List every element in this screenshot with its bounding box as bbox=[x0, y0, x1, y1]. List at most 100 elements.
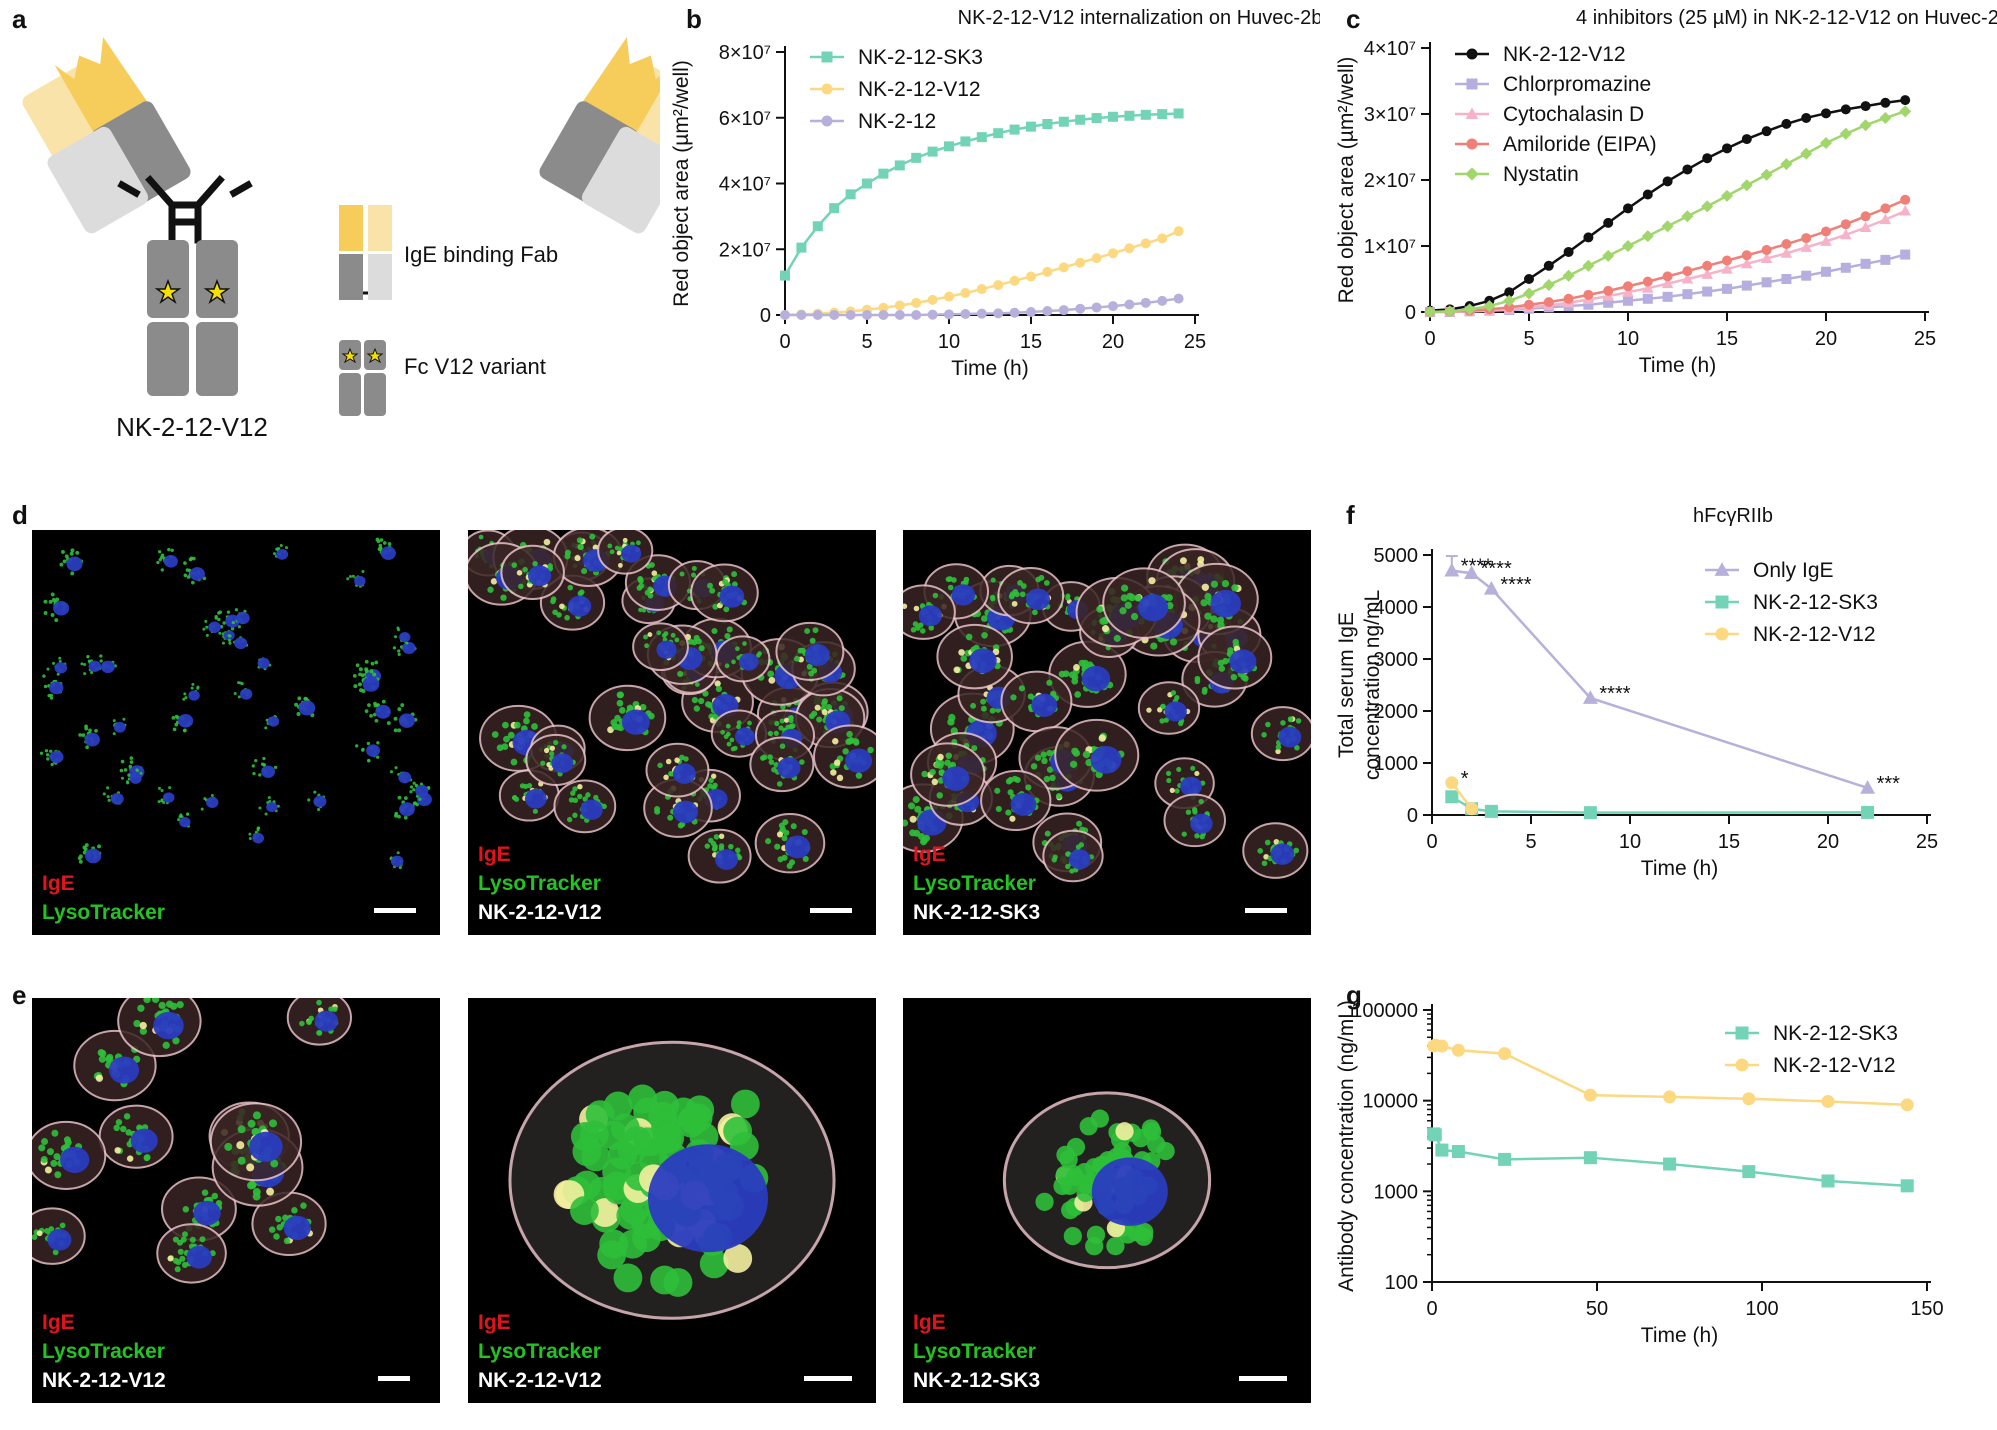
micrograph-e1: IgE LysoTracker NK-2-12-V12 bbox=[32, 998, 440, 1403]
data-point bbox=[1859, 119, 1872, 132]
data-point bbox=[1435, 1143, 1449, 1157]
significance-annotation: **** bbox=[1481, 558, 1512, 580]
data-point bbox=[894, 300, 905, 311]
data-point bbox=[1821, 108, 1831, 119]
data-point bbox=[1603, 297, 1614, 308]
data-point bbox=[1562, 269, 1575, 282]
micrograph-label: IgE LysoTracker bbox=[42, 872, 165, 924]
data-point bbox=[1761, 244, 1772, 255]
data-point bbox=[1742, 1165, 1756, 1179]
data-point bbox=[1682, 266, 1693, 277]
legend-marker bbox=[1466, 138, 1478, 150]
fc-ch3-right bbox=[196, 322, 238, 396]
data-point bbox=[1582, 259, 1595, 272]
panel-letter-a: a bbox=[12, 4, 27, 34]
legend-label: NK-2-12-SK3 bbox=[1753, 591, 1878, 614]
data-point bbox=[1042, 266, 1053, 277]
legend-marker bbox=[1465, 167, 1479, 181]
legend-entry: Amiloride (EIPA) bbox=[1455, 133, 1657, 156]
cell bbox=[903, 584, 956, 640]
data-point bbox=[878, 302, 889, 313]
legend-fc-ch3-left bbox=[339, 373, 361, 416]
data-point bbox=[1781, 274, 1792, 284]
legend-entry: Chlorpromazine bbox=[1455, 73, 1651, 96]
data-point bbox=[1662, 291, 1673, 302]
data-point bbox=[1801, 270, 1812, 281]
legend-entry: NK-2-12 bbox=[810, 110, 936, 133]
data-point bbox=[1042, 306, 1053, 317]
data-point bbox=[1840, 262, 1851, 273]
data-point bbox=[1661, 277, 1674, 289]
cell bbox=[258, 796, 280, 816]
x-axis-label: Time (h) bbox=[1639, 354, 1716, 377]
chart-g-antibody-pk: 0 50 100 150 100 1000 10000 100000 Time (h) Antib… bbox=[1335, 1000, 1944, 1347]
legend-label: NK-2-12-V12 bbox=[858, 78, 981, 101]
cell bbox=[1000, 670, 1073, 733]
data-point bbox=[1839, 127, 1852, 140]
cell bbox=[597, 530, 654, 575]
data-point bbox=[1781, 118, 1792, 129]
cell bbox=[394, 795, 415, 820]
data-point bbox=[1108, 111, 1118, 122]
data-point bbox=[1879, 111, 1892, 124]
chart-title: NK-2-12-V12 internalization on Huvec-2b bbox=[958, 7, 1320, 29]
panel-letter-d: d bbox=[12, 500, 28, 530]
panel-letter-b: b bbox=[686, 4, 702, 34]
legend-fab-light-variable bbox=[368, 205, 392, 251]
data-point bbox=[1464, 565, 1480, 580]
data-point bbox=[878, 310, 889, 320]
data-point bbox=[1075, 114, 1086, 125]
data-point bbox=[1026, 307, 1036, 318]
legend-marker bbox=[1735, 1026, 1749, 1040]
micrograph-label: IgE LysoTracker NK-2-12-V12 bbox=[478, 843, 602, 924]
x-tick-label: 5 bbox=[861, 331, 872, 353]
x-tick-label: 5 bbox=[1525, 831, 1536, 853]
data-point bbox=[1445, 790, 1459, 804]
scale-bar bbox=[804, 1376, 852, 1381]
scale-bar bbox=[1245, 908, 1287, 913]
y-axis-label: Total serum IgE bbox=[1335, 612, 1358, 758]
cell bbox=[59, 548, 84, 576]
data-point bbox=[1800, 147, 1813, 160]
data-point bbox=[976, 284, 987, 295]
data-point bbox=[1801, 233, 1812, 244]
cell bbox=[231, 608, 250, 629]
y-tick-label: 3×10⁷ bbox=[1364, 104, 1416, 126]
data-point bbox=[1879, 213, 1892, 225]
data-point bbox=[1483, 581, 1499, 595]
micrograph-label: IgE LysoTracker NK-2-12-V12 bbox=[478, 1311, 602, 1392]
y-tick-label: 3000 bbox=[1374, 649, 1419, 671]
significance-annotation: **** bbox=[1500, 574, 1531, 596]
data-point bbox=[1173, 226, 1184, 237]
legend-entry: NK-2-12-V12 bbox=[1705, 623, 1876, 646]
cell bbox=[200, 793, 219, 811]
cell-field bbox=[508, 1040, 836, 1320]
y-tick-label: 0 bbox=[760, 305, 771, 327]
micrograph-d2: IgE LysoTracker NK-2-12-V12 bbox=[468, 530, 876, 935]
hinge-region bbox=[117, 175, 253, 244]
data-point bbox=[1443, 305, 1456, 318]
cell bbox=[183, 556, 207, 585]
legend-label: Cytochalasin D bbox=[1503, 103, 1644, 126]
cell bbox=[353, 667, 380, 693]
data-point bbox=[1761, 277, 1772, 288]
data-point bbox=[960, 309, 971, 320]
cell bbox=[355, 741, 381, 763]
data-point bbox=[1682, 289, 1693, 300]
cell bbox=[632, 622, 689, 672]
cell bbox=[43, 592, 70, 623]
data-point bbox=[1859, 221, 1872, 233]
data-point bbox=[829, 310, 840, 320]
data-point bbox=[1760, 252, 1773, 264]
data-point bbox=[1451, 1043, 1465, 1057]
y-tick-label: 1×10⁷ bbox=[1364, 236, 1416, 258]
cell bbox=[102, 786, 124, 805]
x-tick-label: 10 bbox=[1617, 328, 1639, 350]
legend-label: NK-2-12-SK3 bbox=[1773, 1022, 1898, 1045]
data-point bbox=[1642, 282, 1654, 293]
legend-marker bbox=[821, 83, 833, 95]
cell bbox=[508, 1040, 836, 1320]
data-point bbox=[1583, 1151, 1597, 1165]
cell bbox=[112, 717, 127, 736]
cell bbox=[294, 696, 316, 718]
